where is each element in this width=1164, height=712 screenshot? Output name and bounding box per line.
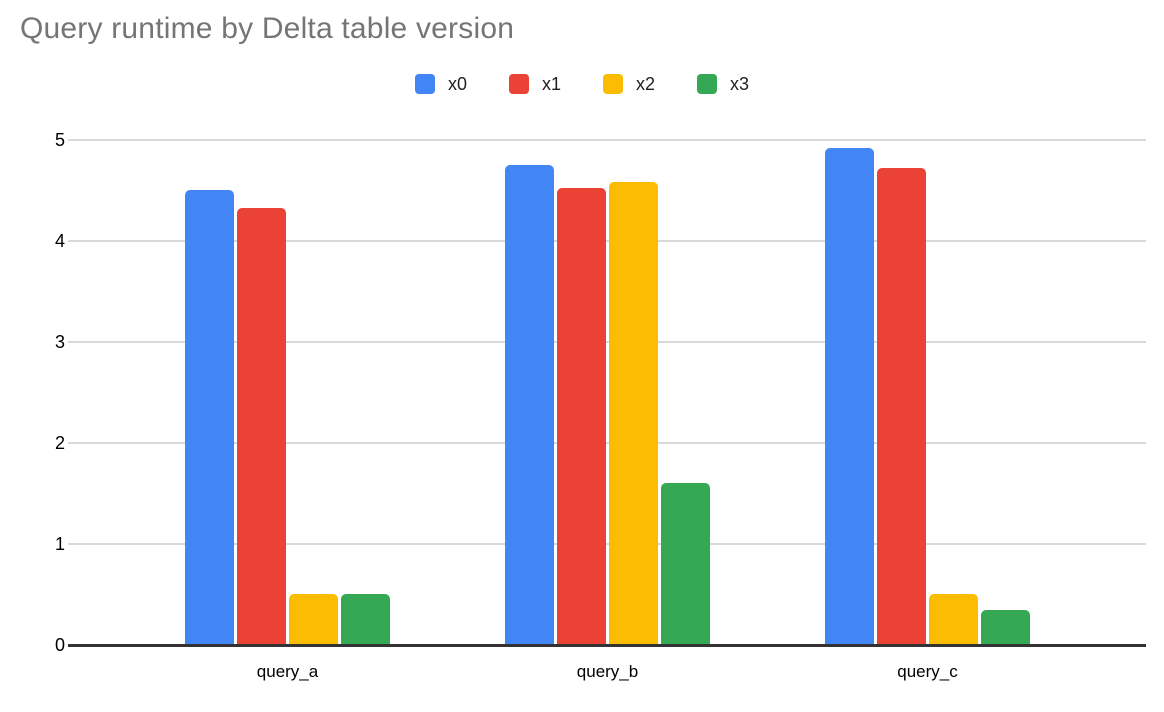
y-axis-tick-label: 0: [54, 635, 65, 655]
legend-swatch-icon: [414, 74, 435, 94]
legend-label: x2: [636, 73, 656, 94]
x-axis-label-query_b: query_b: [576, 662, 639, 681]
legend: x0 x1 x2 x3: [0, 72, 1164, 96]
gridline: [68, 240, 1146, 242]
legend-item-x2[interactable]: x2: [603, 74, 655, 95]
legend-swatch-icon: [697, 74, 718, 94]
bar-query_c-x0[interactable]: [825, 148, 874, 645]
legend-label: x1: [541, 73, 561, 94]
x-axis-label-query_c: query_c: [897, 662, 958, 681]
y-axis-tick-label: 3: [54, 332, 65, 352]
bar-query_b-x1[interactable]: [557, 188, 606, 645]
bar-query_c-x2[interactable]: [929, 594, 978, 645]
chart-title: Query runtime by Delta table version: [20, 12, 515, 45]
bar-query_b-x2[interactable]: [609, 182, 658, 645]
bar-query_c-x3[interactable]: [981, 610, 1030, 645]
bar-query_a-x3[interactable]: [341, 594, 390, 645]
gridline: [68, 442, 1146, 444]
y-axis-tick-label: 5: [54, 130, 65, 150]
y-axis-tick-label: 1: [54, 534, 65, 554]
y-axis-tick-label: 4: [54, 231, 65, 251]
legend-swatch-icon: [603, 74, 623, 94]
gridline: [68, 139, 1146, 141]
legend-label: x3: [730, 73, 750, 94]
legend-item-x1[interactable]: x1: [508, 73, 561, 95]
bar-query_c-x1[interactable]: [877, 168, 926, 645]
y-axis-tick-label: 2: [54, 433, 65, 453]
legend-item-x0[interactable]: x0: [414, 73, 467, 95]
bar-query_a-x1[interactable]: [237, 208, 286, 645]
bar-query_b-x3[interactable]: [661, 483, 710, 645]
bar-query_b-x0[interactable]: [505, 165, 554, 645]
gridline: [68, 341, 1146, 343]
gridline: [68, 543, 1146, 545]
bar-query_a-x2[interactable]: [289, 594, 338, 645]
bar-query_a-x0[interactable]: [185, 190, 234, 645]
legend-label: x0: [447, 73, 467, 94]
x-axis-line: [68, 644, 1146, 647]
legend-item-x3[interactable]: x3: [697, 74, 749, 95]
legend-swatch-icon: [508, 74, 529, 94]
x-axis-label-query_a: query_a: [256, 662, 319, 681]
